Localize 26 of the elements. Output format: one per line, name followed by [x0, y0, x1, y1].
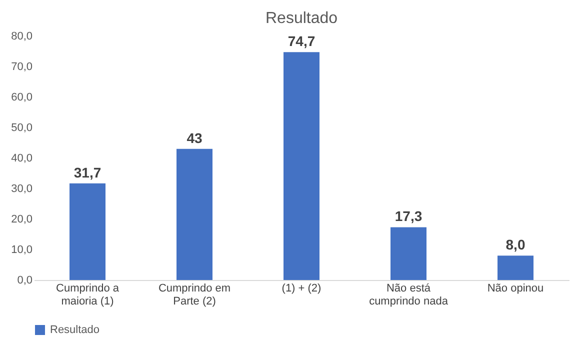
data-label: 43 [186, 130, 202, 146]
y-tick-label: 10,0 [11, 244, 32, 256]
x-tick-label: Não opinou [487, 282, 544, 294]
y-tick-label: 30,0 [11, 183, 32, 195]
bar [176, 148, 212, 280]
y-tick-label: 50,0 [11, 122, 32, 134]
y-tick-label: 80,0 [11, 30, 32, 42]
legend-label: Resultado [50, 324, 100, 336]
data-label: 17,3 [394, 208, 422, 224]
y-tick-label: 20,0 [11, 214, 32, 226]
bar [498, 256, 534, 280]
y-tick-label: 40,0 [11, 152, 32, 164]
y-tick-label: 0,0 [17, 274, 32, 286]
x-tick-label: (1) + (2) [282, 282, 322, 294]
y-tick-label: 70,0 [11, 61, 32, 73]
bar [390, 227, 426, 280]
bar [70, 183, 106, 280]
x-tick-label: Não está cumprindo nada [369, 282, 449, 308]
bar [284, 52, 320, 280]
data-label: 31,7 [74, 164, 102, 180]
x-tick-label: Cumprindo em Parte (2) [158, 282, 231, 308]
x-tick-label: Cumprindo a maioria (1) [56, 282, 120, 308]
data-label: 74,7 [288, 33, 316, 50]
chart-title: Resultado [265, 10, 338, 27]
y-tick-label: 60,0 [11, 92, 32, 104]
data-label: 8,0 [506, 236, 526, 253]
